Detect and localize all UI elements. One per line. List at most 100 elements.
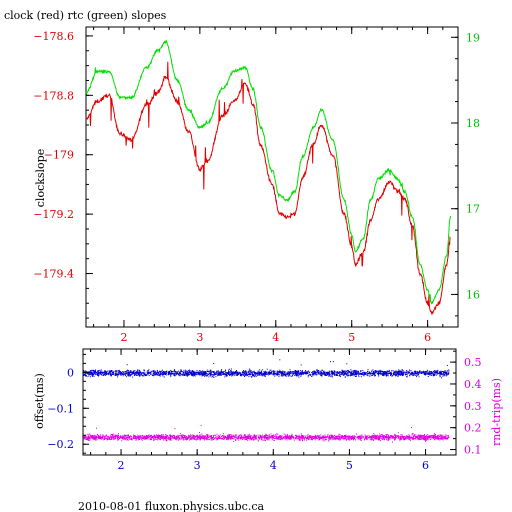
offset-point [278,372,280,374]
roundtrip-point [398,436,400,438]
offset-point [137,373,139,375]
roundtrip-point [437,435,439,437]
offset-point [434,374,436,376]
offset-point [387,370,389,372]
offset-point [368,373,370,375]
offset-point [125,375,127,376]
offset-point [214,372,215,374]
offset-point [125,373,127,375]
roundtrip-point [389,435,391,437]
offset-point [265,373,267,375]
roundtrip-point [104,435,106,437]
offset-point [274,373,276,375]
offset-point [433,373,435,375]
offset-point [256,375,258,377]
offset-point [202,373,203,375]
roundtrip-point [354,436,356,438]
roundtrip-point [307,439,309,441]
offset-point [192,373,194,375]
offset-point [208,374,209,376]
offset-point [442,375,444,377]
offset-point [334,374,336,376]
roundtrip-point [404,436,406,438]
offset-point [262,375,264,377]
roundtrip-point [234,435,236,437]
offset-point [273,373,275,375]
offset-point [136,371,137,373]
roundtrip-point [222,433,224,435]
offset-point [412,371,414,373]
offset-point [423,374,425,375]
roundtrip-point [241,437,242,439]
offset-point [287,372,289,374]
offset-point [274,372,276,374]
offset-point [144,374,146,376]
offset-point [143,370,145,372]
offset-point [387,371,389,373]
offset-point [83,374,85,376]
offset-point [110,370,112,372]
offset-point [168,371,170,373]
roundtrip-point [144,437,145,439]
roundtrip-point [267,439,269,441]
offset-point [448,372,450,374]
offset-point [394,374,396,376]
roundtrip-point [100,437,102,439]
offset-point [164,371,166,373]
offset-point [180,371,182,372]
roundtrip-point [257,439,259,441]
roundtrip-point [160,435,162,437]
roundtrip-point [137,436,139,438]
offset-point [152,370,154,372]
roundtrip-point [279,437,281,439]
roundtrip-point [394,434,396,436]
roundtrip-point [100,438,102,440]
roundtrip-point [293,438,295,440]
offset-point [338,372,339,374]
roundtrip-point [235,440,237,441]
offset-point [199,372,201,374]
offset-point [393,372,395,374]
roundtrip-point [123,438,125,440]
roundtrip-point [235,435,237,437]
offset-point [376,371,378,372]
roundtrip-point [391,436,393,437]
offset-point [98,374,100,376]
offset-point [219,372,221,373]
offset-point [301,371,303,373]
offset-point [120,372,122,374]
offset-point [202,370,204,372]
roundtrip-point [243,434,245,436]
offset-point [134,373,136,375]
roundtrip-point [265,435,267,436]
roundtrip-point [102,437,104,439]
roundtrip-point [308,437,310,439]
offset-point [110,373,112,375]
roundtrip-point [301,438,303,440]
offset-point [237,371,239,373]
offset-point [324,373,326,375]
offset-point [221,369,223,371]
roundtrip-point [203,438,205,440]
roundtrip-point [265,439,266,441]
roundtrip-point [97,438,99,440]
offset-point [193,373,195,375]
roundtrip-point [102,434,104,436]
offset-point [433,370,435,372]
offset-point [196,372,198,374]
offset-point [247,372,249,374]
roundtrip-point [179,433,181,435]
offset-point [299,374,300,376]
roundtrip-point [373,439,375,441]
offset-point [432,372,434,374]
roundtrip-point [190,435,192,437]
offset-point [398,369,400,371]
offset-point [188,369,190,371]
roundtrip-point [425,440,426,442]
roundtrip-point [352,436,354,438]
roundtrip-point [418,439,420,441]
offset-point [120,371,121,373]
offset-point [377,370,379,372]
offset-point [428,373,430,375]
offset-point [191,373,193,375]
